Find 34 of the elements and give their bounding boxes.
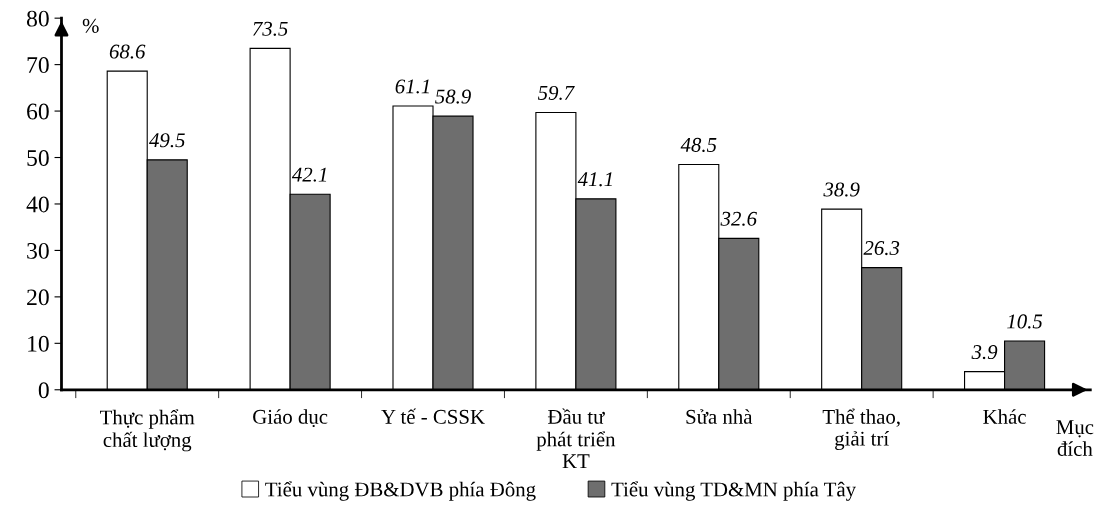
x-tick-label: Thực phẩm chất lượng <box>100 409 195 452</box>
x-tick-label: Giáo dục <box>253 409 328 428</box>
y-tick-label: 60 <box>27 103 49 120</box>
x-tick-label: Thể thao, giải trí <box>822 408 900 450</box>
legend-label: Tiểu vùng TD&MN phía Tây <box>611 481 857 501</box>
data-label: 32.6 <box>720 211 757 226</box>
data-label: 59.7 <box>537 85 575 100</box>
y-tick-label: 70 <box>27 57 49 74</box>
data-label: 41.1 <box>577 172 612 187</box>
y-tick-label: 30 <box>27 242 49 259</box>
y-tick-label: 80 <box>26 10 49 27</box>
data-label: 68.6 <box>109 44 146 59</box>
legend-label: Tiểu vùng ĐB&DVB phía Đông <box>265 481 536 501</box>
y-tick-label: 40 <box>26 196 49 213</box>
y-tick-label: 10 <box>28 335 49 352</box>
data-label: 73.5 <box>253 21 288 36</box>
y-tick-label: 0 <box>38 382 49 399</box>
data-label: 42.1 <box>291 167 327 182</box>
data-label: 10.5 <box>1007 314 1043 329</box>
x-tick-label: Khác <box>983 409 1026 424</box>
data-label: 26.3 <box>863 241 900 256</box>
data-label: 48.5 <box>680 137 717 153</box>
y-tick-label: 20 <box>27 289 49 306</box>
data-label: 49.5 <box>149 133 185 148</box>
data-label: 3.9 <box>971 345 998 360</box>
x-tick-label: Sửa nhà <box>686 409 753 424</box>
data-label: 58.9 <box>435 89 471 104</box>
y-tick-label: 50 <box>27 150 49 166</box>
data-label: 61.1 <box>395 79 429 94</box>
x-tick-label: Đầu tư phát triển KT <box>536 408 616 469</box>
y-axis-title: % <box>82 18 99 33</box>
data-label: 38.9 <box>823 182 860 197</box>
x-axis-title: Mục đích <box>1056 420 1094 456</box>
x-tick-label: Y tế - CSSK <box>381 408 485 424</box>
